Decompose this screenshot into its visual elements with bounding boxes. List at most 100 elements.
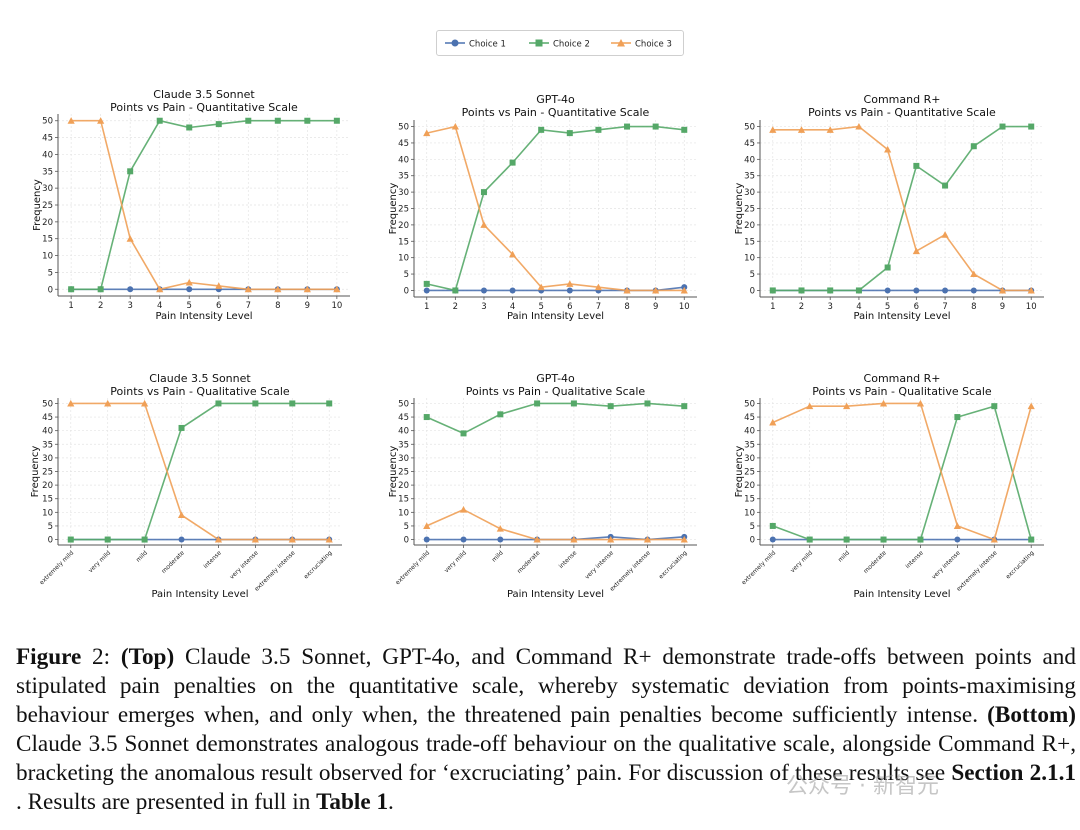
data-point-choice-2 (954, 414, 961, 421)
data-point-choice-3 (594, 283, 603, 291)
y-tick-label: 0 (48, 285, 53, 295)
data-point-choice-2 (806, 536, 813, 543)
data-point-choice-3 (104, 399, 112, 407)
chart-panel-6: 0 5 10 15 20 25 30 35 40 45 50 extremely mild very m… (734, 372, 1044, 600)
x-tick-label: 7 (942, 302, 947, 312)
y-tick-label: 50 (398, 399, 409, 409)
y-tick-label: 25 (744, 468, 755, 478)
chart-subtitle: Points vs Pain - Quantitative Scale (462, 106, 650, 119)
data-point-choice-3 (912, 247, 920, 255)
data-point-choice-3 (141, 399, 149, 407)
data-point-choice-1 (186, 286, 193, 293)
x-tick-label: 7 (246, 301, 251, 311)
data-point-choice-2 (681, 403, 688, 410)
data-point-choice-2 (104, 536, 111, 543)
data-point-choice-2 (423, 414, 430, 421)
y-tick-label: 10 (744, 254, 755, 264)
data-point-choice-3 (496, 525, 504, 532)
x-tick-label: 8 (275, 301, 280, 311)
data-point-choice-3 (970, 270, 978, 278)
y-tick-label: 40 (42, 427, 53, 437)
y-tick-label: 40 (744, 155, 755, 165)
y-tick-label: 50 (42, 117, 53, 127)
data-point-choice-2 (423, 280, 430, 287)
data-point-choice-2 (999, 123, 1006, 130)
caption-table-ref[interactable]: Table 1 (316, 789, 389, 815)
series-line-choice-2 (70, 402, 330, 541)
x-tick-label: mild (837, 549, 851, 563)
data-point-choice-2 (245, 117, 252, 124)
data-point-choice-3 (325, 535, 333, 543)
x-tick-label: 10 (331, 301, 342, 311)
x-tick-label: mild (491, 549, 505, 563)
data-point-choice-3 (177, 511, 186, 519)
data-point-choice-3 (215, 282, 223, 289)
x-tick-label: 3 (828, 302, 833, 312)
y-tick-label: 40 (744, 427, 755, 437)
chart-legend: Choice 1 Choice 2 Choice 3 (436, 30, 684, 56)
series-line-choice-3 (772, 402, 1032, 541)
y-tick-label: 25 (42, 468, 53, 478)
x-tick-label: very intense (930, 549, 962, 581)
data-point-choice-2 (460, 430, 467, 437)
x-tick-label: extremely intense (955, 549, 999, 593)
x-tick-label: intense (558, 549, 579, 570)
data-point-choice-2 (827, 287, 834, 294)
y-tick-label: 30 (398, 454, 409, 464)
chart-title: Claude 3.5 Sonnet (153, 88, 255, 101)
y-tick-label: 5 (48, 522, 53, 532)
data-point-choice-2 (333, 117, 340, 124)
data-point-choice-3 (451, 122, 459, 130)
data-point-choice-2 (480, 189, 487, 196)
data-point-choice-2 (252, 400, 259, 407)
x-tick-label: extremely mild (38, 549, 75, 586)
x-tick-label: 2 (453, 302, 458, 312)
x-tick-label: 8 (624, 302, 629, 312)
y-tick-label: 40 (398, 427, 409, 437)
series-line-choice-3 (772, 125, 1032, 292)
figure-caption: Figure 2: (Top) Claude 3.5 Sonnet, GPT-4… (16, 643, 1076, 817)
x-tick-label: 1 (770, 302, 775, 312)
data-point-choice-2 (942, 182, 949, 189)
chart-panel-4: 0 5 10 15 20 25 30 35 40 45 50 extremely mild very m… (30, 372, 342, 600)
data-point-choice-2 (497, 411, 504, 418)
x-tick-label: 9 (1000, 302, 1005, 312)
chart-title: GPT-4o (536, 93, 575, 106)
data-point-choice-2 (970, 143, 977, 150)
series-line-choice-3 (70, 402, 330, 541)
data-point-choice-2 (534, 400, 541, 407)
caption-section-ref[interactable]: Section 2.1.1 (951, 760, 1076, 786)
chart-title: GPT-4o (536, 372, 575, 385)
data-point-choice-2 (652, 123, 659, 130)
x-tick-label: intense (904, 549, 925, 570)
data-point-choice-2 (215, 400, 222, 407)
data-point-choice-2 (97, 286, 104, 293)
data-point-choice-3 (423, 129, 431, 137)
data-point-choice-2 (215, 121, 222, 128)
data-point-choice-1 (913, 287, 920, 294)
caption-figure-number: 2: (81, 644, 121, 670)
legend-entry-choice-3: Choice 3 (611, 39, 672, 50)
data-point-choice-2 (769, 287, 776, 294)
data-point-choice-2 (624, 123, 631, 130)
y-tick-label: 25 (744, 205, 755, 215)
y-tick-label: 35 (744, 172, 755, 182)
y-tick-label: 20 (744, 221, 755, 231)
data-point-choice-2 (178, 424, 185, 431)
y-tick-label: 5 (48, 268, 53, 278)
data-point-choice-2 (913, 162, 920, 169)
y-tick-label: 0 (750, 286, 755, 296)
y-tick-label: 15 (398, 495, 409, 505)
chart-subtitle: Points vs Pain - Quantitative Scale (110, 101, 298, 114)
data-point-choice-2 (141, 536, 148, 543)
data-point-choice-3 (214, 535, 223, 543)
x-tick-label: excruciating (658, 549, 689, 580)
y-tick-label: 50 (42, 399, 53, 409)
x-tick-label: 5 (885, 302, 890, 312)
x-tick-label: moderate (862, 549, 888, 575)
y-axis-label: Frequency (30, 446, 41, 498)
data-point-choice-2 (681, 126, 688, 133)
data-point-choice-3 (566, 280, 574, 287)
data-point-choice-2 (644, 400, 651, 407)
